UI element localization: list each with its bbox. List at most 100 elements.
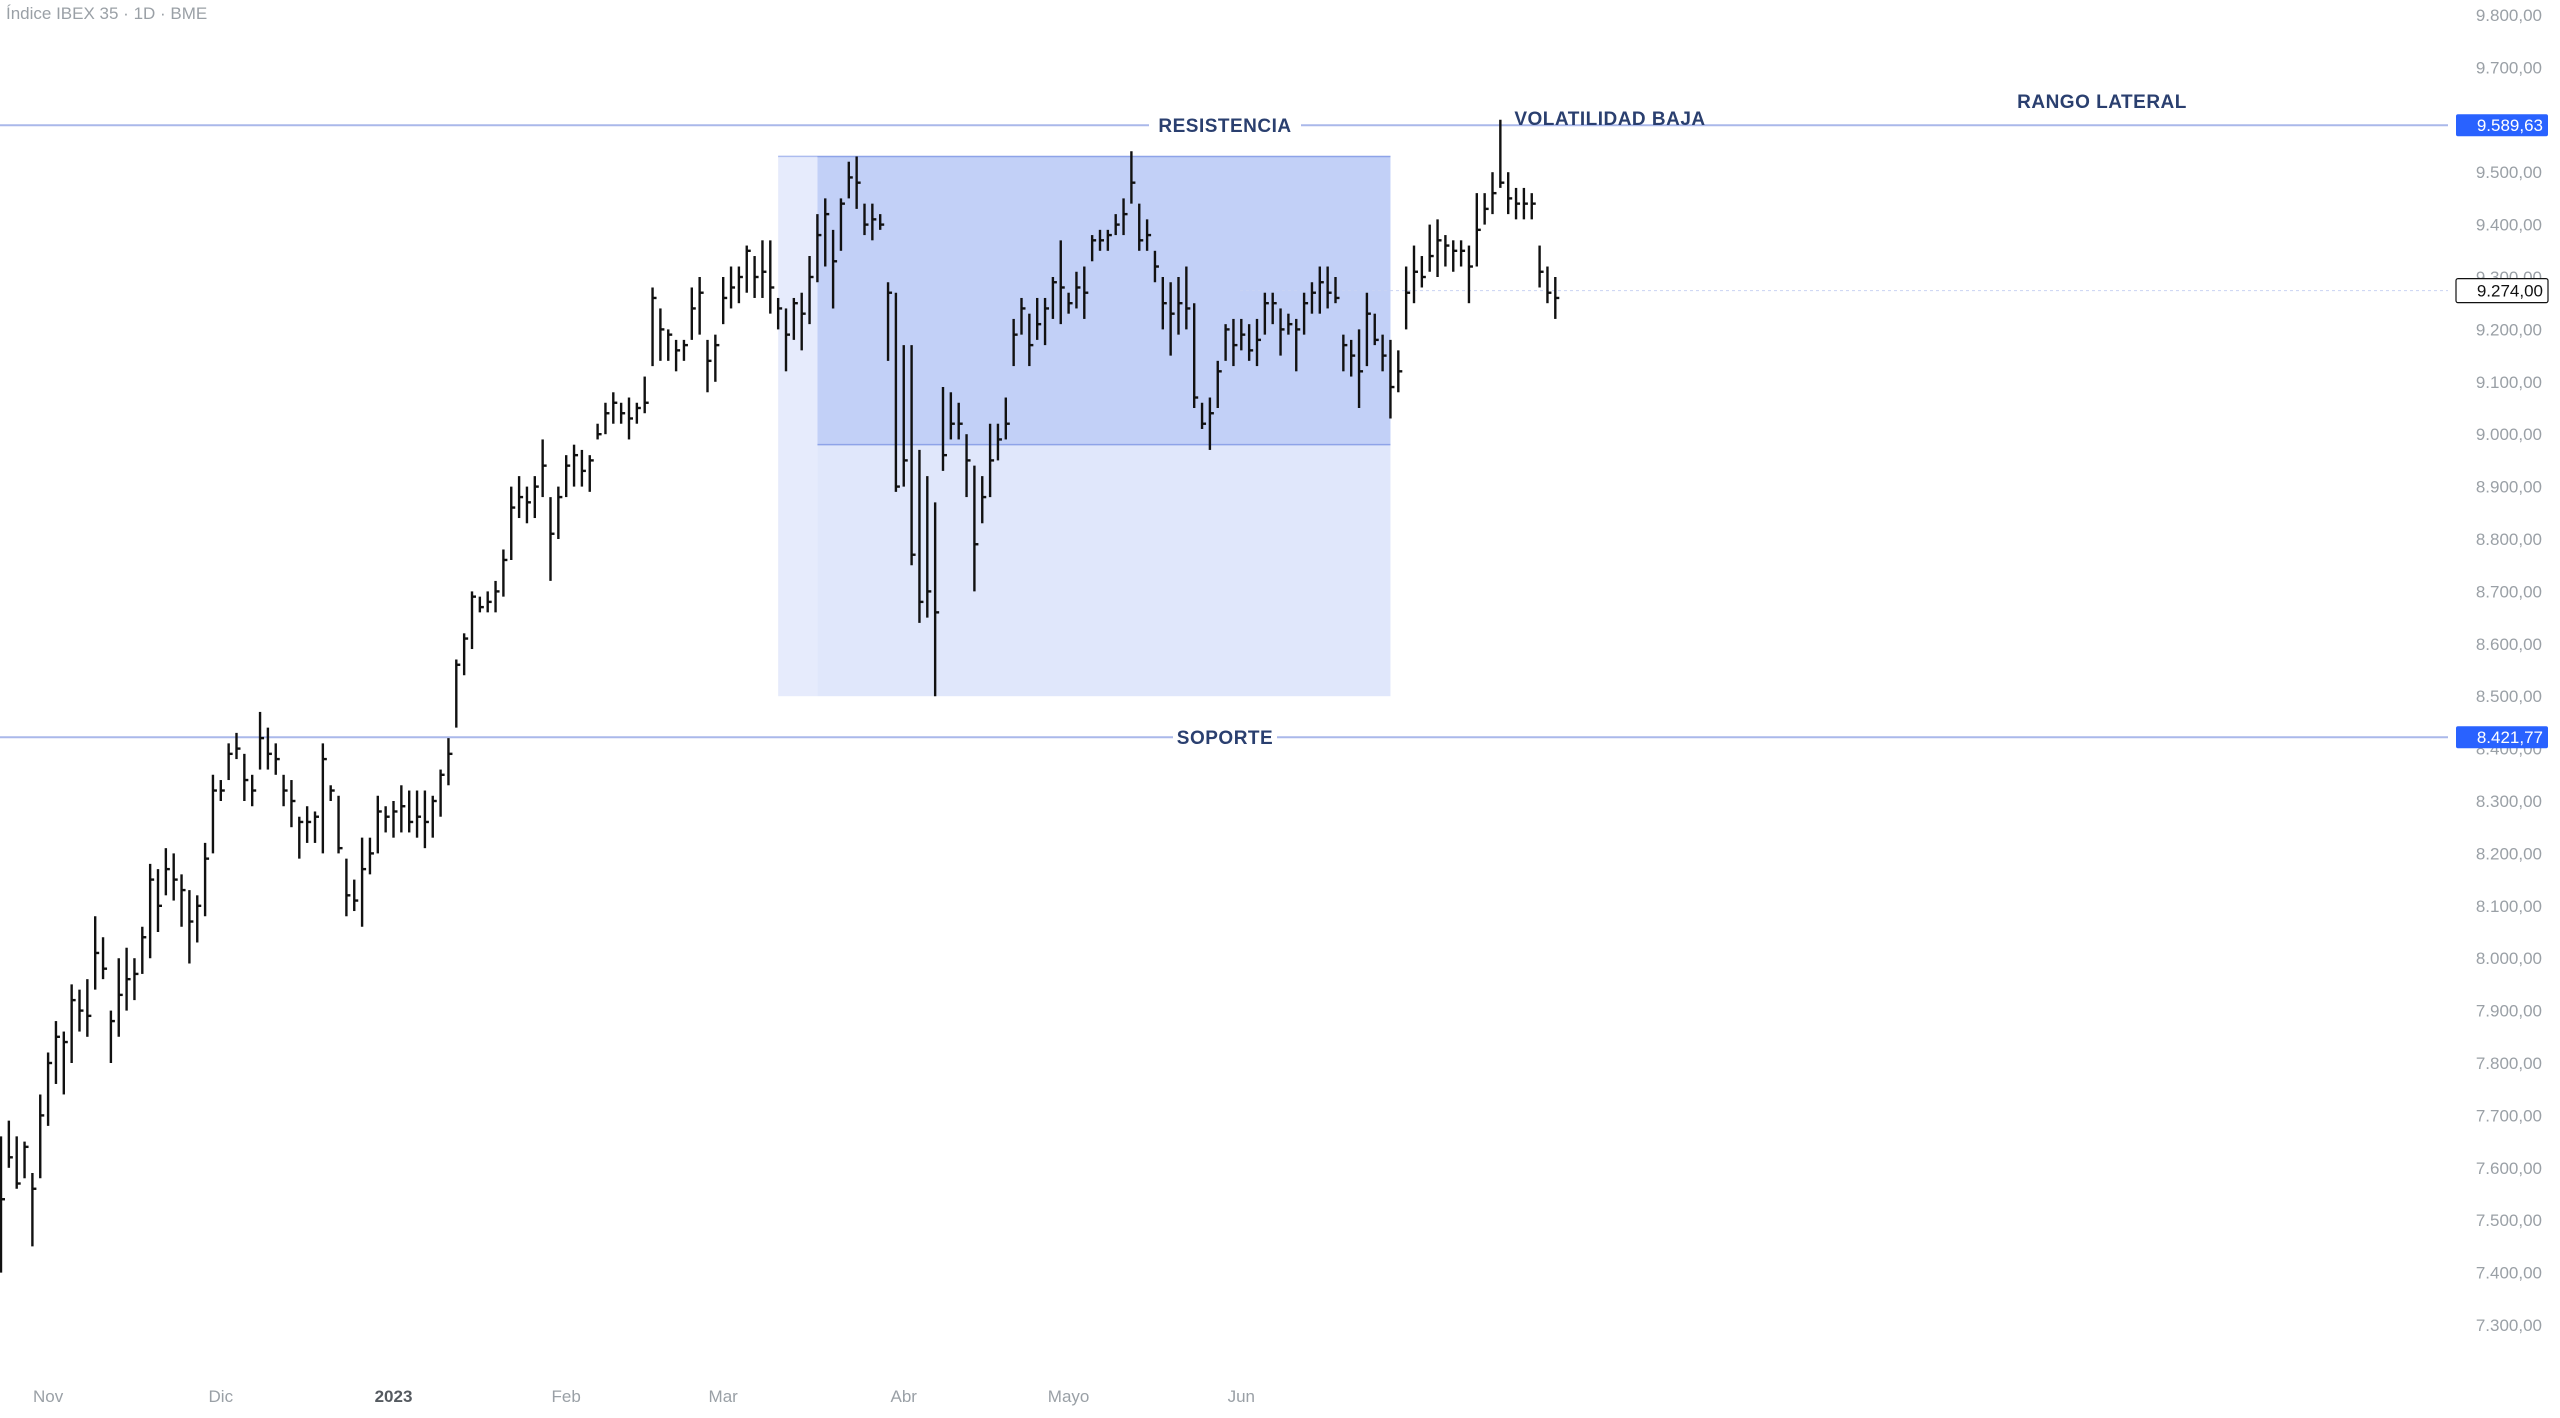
ohlc-bar bbox=[1404, 266, 1411, 330]
soporte-label-background bbox=[1173, 728, 1277, 751]
ohlc-bar bbox=[360, 837, 367, 927]
ohlc-bar bbox=[910, 345, 916, 566]
ohlc-bar bbox=[1098, 229, 1104, 251]
ohlc-bar bbox=[1161, 277, 1167, 330]
ohlc-bar bbox=[667, 329, 673, 361]
x-tick-label: Mayo bbox=[1048, 1387, 1090, 1406]
ohlc-bar bbox=[1522, 187, 1528, 220]
ohlc-bar bbox=[525, 486, 531, 524]
ohlc-bar bbox=[659, 308, 665, 361]
last-price-tag bbox=[2455, 278, 2549, 304]
ohlc-bar bbox=[1318, 266, 1324, 314]
ohlc-bar bbox=[31, 1173, 37, 1247]
ohlc-bar bbox=[1177, 277, 1183, 335]
ohlc-bar bbox=[329, 785, 335, 801]
ohlc-bar bbox=[627, 397, 633, 440]
ohlc-bar bbox=[863, 203, 869, 236]
ohlc-bar bbox=[415, 790, 422, 838]
ohlc-bar bbox=[1373, 313, 1379, 346]
ohlc-bar bbox=[384, 806, 390, 833]
ohlc-bar bbox=[596, 423, 602, 440]
ohlc-bar bbox=[423, 790, 429, 849]
ohlc-bar bbox=[541, 439, 547, 498]
ohlc-bar bbox=[1334, 277, 1340, 304]
ohlc-bar bbox=[1452, 240, 1458, 272]
ohlc-bar bbox=[70, 984, 76, 1063]
ohlc-bar bbox=[227, 743, 233, 781]
ohlc-bar bbox=[376, 795, 382, 854]
price-axis[interactable]: 7.300,00 7.400,00 7.500,00 7.600,00 7.700,00… bbox=[2476, 6, 2542, 1335]
time-axis[interactable]: Nov Dic 2023 Feb Mar Abr Mayo Jun bbox=[33, 1387, 1255, 1406]
ohlc-bar bbox=[1083, 266, 1089, 319]
x-tick-label: Mar bbox=[709, 1387, 739, 1406]
y-tick-label: 7.800,00 bbox=[2476, 1054, 2542, 1073]
low-volatility-label: VOLATILIDAD BAJA bbox=[1514, 109, 1705, 130]
y-tick-label: 9.100,00 bbox=[2476, 373, 2542, 392]
ohlc-bar bbox=[54, 1021, 60, 1084]
ohlc-bar bbox=[15, 1136, 21, 1189]
ohlc-bar bbox=[706, 339, 712, 393]
ohlc-bar bbox=[266, 727, 272, 770]
resistencia-label: RESISTENCIA bbox=[1158, 116, 1291, 137]
ohlc-bar bbox=[1436, 219, 1442, 277]
zone-pre-volatility bbox=[778, 156, 818, 697]
ohlc-bar bbox=[39, 1094, 45, 1179]
ohlc-bar bbox=[565, 455, 571, 498]
ohlc-bar bbox=[933, 502, 940, 697]
ohlc-bar bbox=[690, 287, 696, 340]
ohlc-bar bbox=[824, 198, 830, 267]
ohlc-bar bbox=[1169, 282, 1175, 356]
ohlc-bar bbox=[1255, 318, 1261, 367]
x-tick-label: 2023 bbox=[375, 1387, 413, 1406]
ohlc-bar bbox=[792, 297, 798, 340]
y-tick-label: 9.200,00 bbox=[2476, 320, 2542, 339]
ohlc-bar bbox=[619, 402, 626, 424]
ohlc-bar bbox=[180, 874, 186, 927]
ohlc-bar bbox=[871, 203, 877, 241]
ohlc-bar bbox=[1514, 187, 1521, 220]
ohlc-bar bbox=[737, 266, 743, 304]
ohlc-bar bbox=[981, 476, 987, 524]
ohlc-bar bbox=[651, 287, 657, 367]
y-tick-label: 8.600,00 bbox=[2476, 635, 2542, 654]
resistencia-label-background bbox=[1149, 116, 1301, 139]
ohlc-bar bbox=[1428, 224, 1434, 272]
ohlc-bar bbox=[258, 711, 265, 770]
y-tick-label: 8.200,00 bbox=[2476, 844, 2542, 863]
ohlc-bar bbox=[133, 958, 139, 1001]
ohlc-bar bbox=[305, 806, 312, 843]
ohlc-bar bbox=[250, 774, 257, 807]
y-tick-label: 8.500,00 bbox=[2476, 687, 2542, 706]
ohlc-bar bbox=[1106, 229, 1112, 251]
y-tick-label: 8.700,00 bbox=[2476, 582, 2542, 601]
ohlc-bar bbox=[494, 580, 500, 613]
ohlc-bar bbox=[141, 926, 147, 974]
y-tick-label: 7.500,00 bbox=[2476, 1211, 2542, 1230]
ohlc-bar bbox=[1310, 282, 1316, 314]
ohlc-bar bbox=[1192, 303, 1199, 408]
ohlc-bar bbox=[1444, 235, 1450, 267]
ohlc-bar bbox=[988, 423, 995, 498]
ohlc-bar bbox=[557, 486, 563, 539]
ohlc-bar bbox=[949, 392, 955, 440]
ohlc-bar bbox=[572, 444, 579, 487]
ohlc-bar bbox=[462, 633, 469, 676]
ohlc-bar bbox=[643, 376, 649, 414]
ohlc-bar bbox=[1059, 240, 1065, 325]
ohlc-bar bbox=[1153, 250, 1159, 283]
ohlc-bar bbox=[109, 1010, 115, 1063]
ohlc-bar bbox=[1397, 350, 1403, 393]
ohlc-bar bbox=[1295, 318, 1301, 372]
ohlc-bar bbox=[941, 387, 947, 471]
ohlc-bar bbox=[957, 402, 963, 440]
range-label: RANGO LATERAL bbox=[2017, 92, 2187, 113]
ohlc-bar bbox=[1200, 402, 1207, 429]
ohlc-bar bbox=[1122, 198, 1128, 236]
y-tick-label: 7.900,00 bbox=[2476, 1002, 2542, 1021]
ohlc-bar bbox=[839, 198, 845, 251]
ohlc-bar bbox=[1271, 292, 1277, 325]
y-tick-label: 8.300,00 bbox=[2476, 792, 2542, 811]
ohlc-bar bbox=[298, 816, 304, 859]
